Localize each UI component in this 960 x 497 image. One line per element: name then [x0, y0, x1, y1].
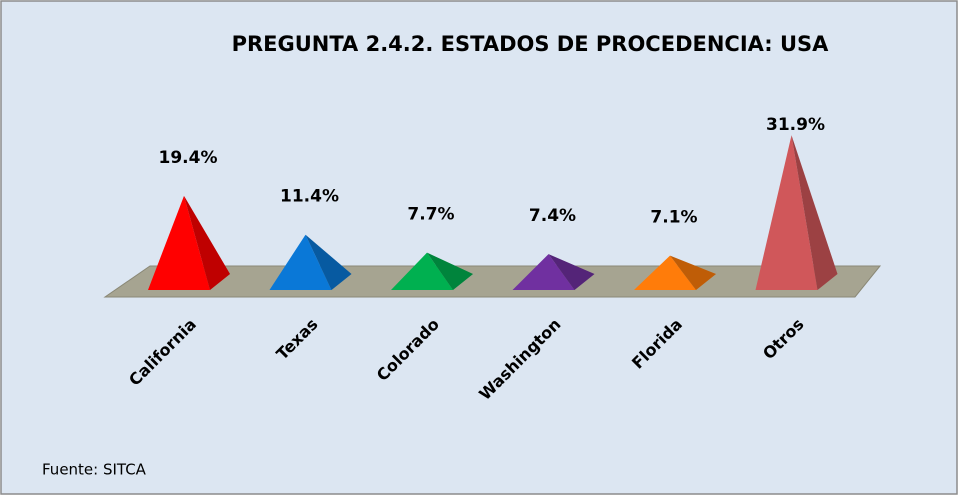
pyramid-side-face — [791, 135, 838, 290]
pyramid — [755, 135, 838, 290]
pyramid-front-face — [269, 234, 332, 290]
data-label: 7.1% — [650, 208, 697, 228]
pyramid — [148, 195, 230, 290]
data-label: 7.4% — [529, 206, 576, 226]
data-label: 31.9% — [766, 115, 825, 135]
pyramid-side-shade — [427, 252, 473, 290]
pyramid-front-face — [512, 254, 575, 290]
pyramid-side-shade — [670, 255, 716, 290]
pyramid-side-face — [305, 234, 352, 290]
pyramid-side-shade — [548, 254, 595, 290]
pyramid — [391, 252, 473, 290]
pyramid-front-face — [148, 195, 210, 290]
pyramid — [634, 255, 716, 290]
data-label: 19.4% — [159, 148, 218, 168]
pyramid-side-face — [670, 255, 716, 290]
pyramid-side-face — [427, 252, 473, 290]
data-label: 7.7% — [407, 205, 454, 225]
pyramid — [512, 254, 595, 290]
pyramid-side-shade — [305, 234, 352, 290]
pyramid-front-face — [391, 252, 453, 290]
pyramid-side-shade — [184, 195, 230, 290]
pyramid-front-face — [755, 135, 818, 290]
pyramid-side-face — [548, 254, 595, 290]
pyramid — [269, 234, 352, 290]
pyramid-side-shade — [791, 135, 838, 290]
source-note: Fuente: SITCA — [42, 461, 147, 479]
pyramid-side-face — [184, 195, 230, 290]
data-label: 11.4% — [280, 187, 339, 207]
pyramid-front-face — [634, 255, 696, 290]
chart-title: PREGUNTA 2.4.2. ESTADOS DE PROCEDENCIA: … — [232, 32, 830, 56]
